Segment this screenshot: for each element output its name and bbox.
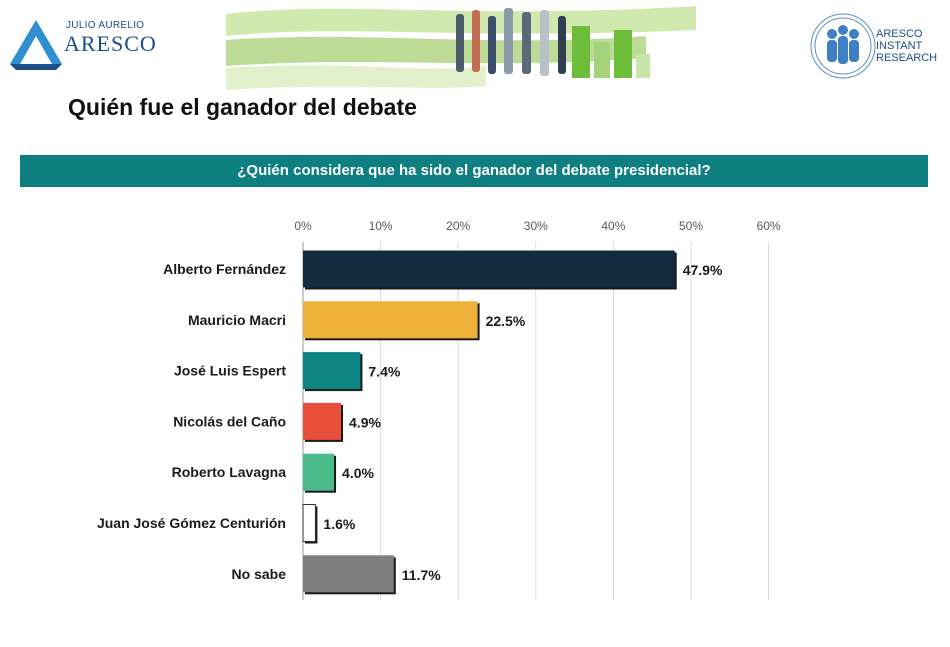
bar <box>302 504 316 542</box>
category-label: No sabe <box>232 566 287 582</box>
bar <box>303 301 478 339</box>
question-banner: ¿Quién considera que ha sido el ganador … <box>20 155 928 187</box>
right-logo-line2: INSTANT <box>876 40 923 52</box>
right-logo-line1: ARESCO <box>876 28 923 40</box>
category-label: Nicolás del Caño <box>173 413 286 429</box>
data-label: 4.0% <box>342 465 374 481</box>
people-illustration <box>456 8 566 76</box>
bar <box>303 555 394 593</box>
category-label: José Luis Espert <box>174 363 286 379</box>
tick-label: 30% <box>524 219 548 233</box>
aresco-instant-research-logo: ARESCO INSTANT RESEARCH <box>810 8 940 84</box>
data-label: 22.5% <box>486 313 526 329</box>
bar <box>303 352 361 390</box>
category-label: Alberto Fernández <box>163 261 286 277</box>
header-banner <box>226 6 696 90</box>
bar <box>303 250 675 288</box>
tick-label: 40% <box>601 219 625 233</box>
tick-label: 60% <box>757 219 781 233</box>
data-label: 4.9% <box>349 414 381 430</box>
research-logo-icon <box>810 13 876 79</box>
data-label: 47.9% <box>683 262 723 278</box>
tick-label: 20% <box>446 219 470 233</box>
bar <box>303 453 335 491</box>
logo-name-text: ARESCO <box>64 31 157 56</box>
data-label: 11.7% <box>402 567 441 583</box>
data-label: 1.6% <box>323 516 355 532</box>
tick-label: 0% <box>294 219 312 233</box>
decorative-bars <box>572 26 650 78</box>
bar-chart: 0% 10% 20% 30% 40% 50% 60% Alberto Fernández 47.… <box>97 219 781 600</box>
aresco-logo-icon <box>10 20 62 70</box>
logo-super-text: JULIO AURELIO <box>66 20 145 31</box>
category-label: Roberto Lavagna <box>172 464 287 480</box>
page-title: Quién fue el ganador del debate <box>68 94 417 120</box>
tick-label: 50% <box>679 219 703 233</box>
aresco-logo: JULIO AURELIO ARESCO <box>6 14 156 70</box>
bar <box>303 402 342 440</box>
right-logo-line3: RESEARCH <box>876 52 938 64</box>
tick-label: 10% <box>369 219 393 233</box>
data-label: 7.4% <box>368 364 400 380</box>
header: JULIO AURELIO ARESCO <box>0 0 950 92</box>
category-label: Mauricio Macri <box>188 312 286 328</box>
category-label: Juan José Gómez Centurión <box>97 515 286 531</box>
